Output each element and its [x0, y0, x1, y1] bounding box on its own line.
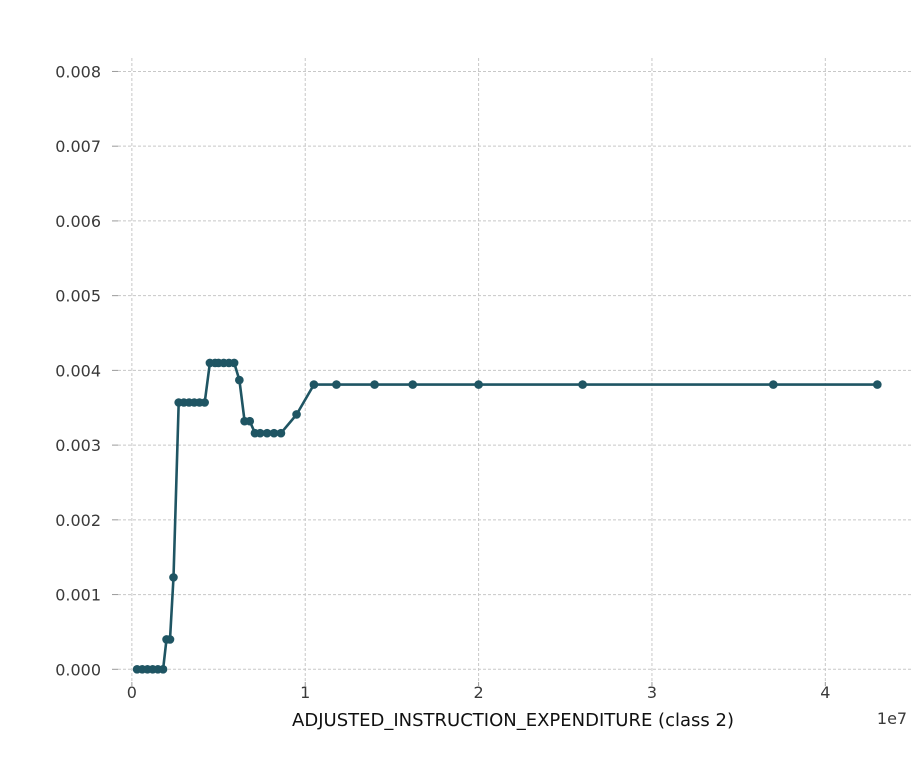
data-point	[235, 375, 244, 385]
x-tick-label: 3	[647, 683, 657, 702]
data-points	[132, 358, 882, 674]
data-point	[255, 428, 265, 438]
x-tick-label: 0	[127, 683, 137, 702]
data-point	[873, 380, 882, 389]
ticks: 0.000 0.001 0.002 0.003 0.004 0.005 0.006 0.007…	[55, 62, 830, 702]
x-axis-offset-label: 1e7	[877, 709, 907, 728]
data-point	[269, 428, 279, 438]
data-point	[408, 380, 418, 389]
y-tick-label: 0.004	[55, 361, 101, 380]
data-point	[165, 635, 175, 644]
x-tick-label: 1	[300, 683, 310, 702]
x-tick-label: 4	[820, 683, 830, 702]
y-tick-label: 0.005	[55, 287, 101, 306]
data-point	[262, 428, 272, 438]
data-point	[309, 380, 319, 389]
data-point	[474, 380, 483, 389]
data-point	[169, 573, 178, 582]
data-point	[276, 428, 286, 438]
y-tick-label: 0.002	[55, 511, 101, 530]
x-axis-label: ADJUSTED_INSTRUCTION_EXPENDITURE (class …	[292, 710, 734, 731]
data-point	[578, 380, 587, 389]
y-tick-label: 0.001	[55, 586, 101, 605]
data-point	[158, 664, 168, 674]
x-tick-label: 2	[474, 683, 484, 702]
data-point	[229, 358, 239, 368]
grid	[118, 58, 912, 682]
data-point	[332, 380, 341, 389]
y-tick-label: 0.003	[55, 436, 101, 455]
data-point	[769, 380, 778, 389]
data-point	[370, 380, 379, 389]
data-point	[200, 398, 209, 407]
data-point	[245, 416, 255, 426]
data-point	[292, 410, 301, 419]
y-tick-label: 0.008	[55, 62, 101, 81]
y-tick-label: 0.000	[55, 660, 101, 679]
series-line	[137, 361, 878, 671]
y-tick-label: 0.007	[55, 137, 101, 156]
y-tick-label: 0.006	[55, 212, 101, 231]
